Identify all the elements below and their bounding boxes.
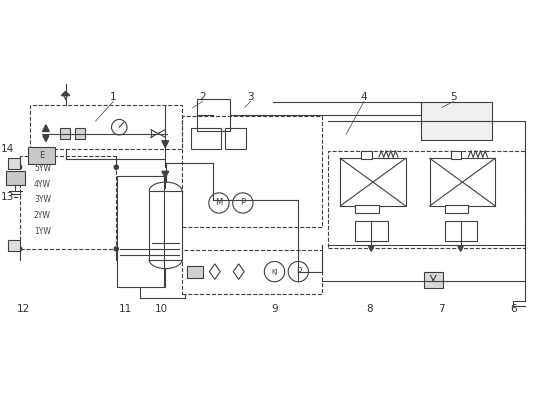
- Bar: [118, 176, 164, 286]
- Text: 8: 8: [367, 304, 373, 314]
- Bar: [60, 128, 70, 139]
- Bar: [20, 156, 116, 249]
- Bar: [149, 191, 182, 260]
- Bar: [355, 205, 379, 213]
- Text: 2: 2: [199, 92, 206, 102]
- Bar: [444, 222, 477, 240]
- Circle shape: [18, 247, 22, 251]
- Bar: [450, 151, 461, 160]
- Bar: [197, 98, 230, 131]
- Text: 7: 7: [438, 304, 445, 314]
- Text: 1YW: 1YW: [34, 226, 51, 236]
- Bar: [187, 266, 204, 278]
- Text: 4YW: 4YW: [34, 180, 51, 189]
- Bar: [361, 151, 371, 160]
- Text: M: M: [215, 198, 222, 208]
- Text: P: P: [240, 198, 246, 208]
- Bar: [424, 272, 443, 288]
- Text: 3: 3: [247, 92, 254, 102]
- Polygon shape: [162, 141, 168, 148]
- Polygon shape: [458, 246, 463, 251]
- Bar: [30, 104, 182, 149]
- Polygon shape: [233, 264, 244, 279]
- Bar: [182, 250, 322, 294]
- Text: 10: 10: [155, 304, 168, 314]
- Bar: [340, 158, 406, 206]
- Circle shape: [18, 165, 22, 169]
- Text: 4: 4: [360, 92, 367, 102]
- Text: 5: 5: [450, 92, 457, 102]
- Polygon shape: [369, 246, 374, 251]
- Bar: [355, 222, 388, 240]
- Bar: [182, 116, 322, 227]
- Polygon shape: [61, 91, 70, 96]
- Text: 6: 6: [510, 304, 517, 314]
- Text: 13: 13: [1, 192, 14, 202]
- Bar: [429, 158, 495, 206]
- Polygon shape: [162, 171, 168, 178]
- Circle shape: [114, 165, 118, 169]
- Bar: [8, 240, 20, 251]
- Bar: [444, 205, 469, 213]
- Circle shape: [114, 247, 118, 251]
- Text: 5YW: 5YW: [34, 164, 51, 174]
- Text: 2YW: 2YW: [34, 211, 51, 220]
- Bar: [8, 158, 20, 169]
- Text: KJ: KJ: [271, 269, 278, 275]
- Bar: [225, 128, 246, 149]
- Polygon shape: [43, 125, 49, 132]
- Bar: [75, 128, 85, 139]
- Text: 1: 1: [110, 92, 116, 102]
- Text: 9: 9: [271, 304, 278, 314]
- Bar: [328, 151, 525, 248]
- Text: 12: 12: [17, 304, 30, 314]
- Polygon shape: [43, 136, 49, 142]
- Polygon shape: [209, 264, 220, 279]
- Bar: [6, 171, 25, 185]
- Text: 11: 11: [119, 304, 132, 314]
- Text: 3YW: 3YW: [34, 196, 51, 204]
- Text: 14: 14: [1, 144, 14, 154]
- Bar: [421, 102, 492, 140]
- Text: E: E: [39, 151, 44, 160]
- Bar: [28, 148, 55, 164]
- Bar: [191, 128, 221, 149]
- Text: P: P: [296, 267, 301, 276]
